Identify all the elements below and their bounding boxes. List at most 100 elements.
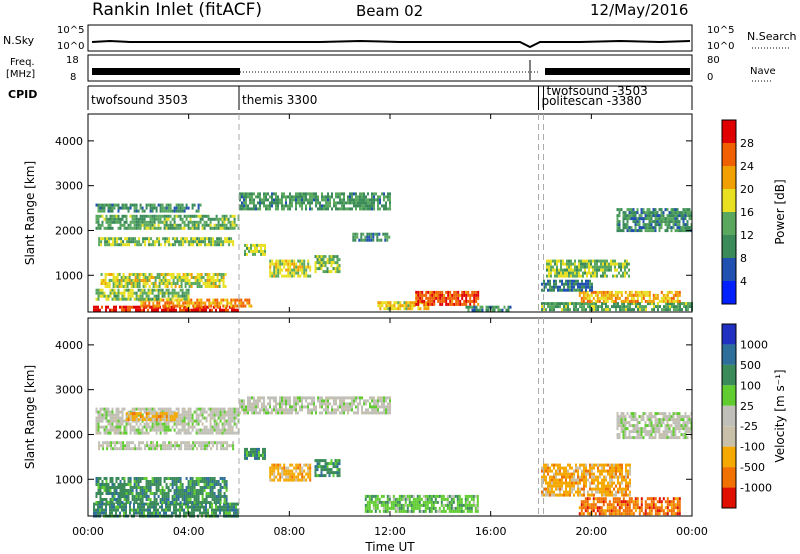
heatmap-cell	[318, 258, 321, 262]
heatmap-cell	[155, 206, 158, 210]
heatmap-cell	[135, 495, 138, 498]
heatmap-cell	[131, 495, 134, 498]
heatmap-cell	[217, 431, 220, 435]
heatmap-cell	[152, 304, 155, 308]
heatmap-cell	[352, 238, 355, 242]
heatmap-cell	[174, 285, 177, 288]
heatmap-cell	[231, 508, 233, 512]
heatmap-cell	[220, 444, 223, 448]
heatmap-cell	[114, 237, 117, 241]
heatmap-cell	[115, 416, 118, 420]
heatmap-cell	[339, 195, 341, 199]
heatmap-cell	[507, 305, 510, 309]
heatmap-cell	[117, 297, 120, 301]
heatmap-cell	[193, 480, 196, 483]
heatmap-cell	[301, 408, 303, 412]
heatmap-cell	[405, 304, 408, 308]
heatmap-cell	[164, 444, 167, 448]
heatmap-cell	[243, 204, 245, 208]
heatmap-cell	[127, 498, 130, 501]
heatmap-cell	[229, 407, 232, 411]
heatmap-cell	[269, 207, 271, 211]
heatmap-cell	[124, 276, 127, 279]
heatmap-cell	[218, 237, 221, 241]
heatmap-cell	[201, 226, 204, 230]
heatmap-cell	[283, 195, 285, 199]
heatmap-cell	[262, 249, 264, 253]
heatmap-cell	[171, 483, 174, 486]
heatmap-cell	[363, 411, 365, 415]
heatmap-cell	[592, 271, 594, 275]
heatmap-cell	[548, 265, 550, 269]
heatmap-cell	[277, 411, 279, 415]
heatmap-cell	[165, 508, 167, 512]
heatmap-cell	[166, 273, 169, 276]
heatmap-cell	[339, 411, 341, 415]
heatmap-cell	[301, 207, 303, 211]
heatmap-cell	[239, 399, 241, 403]
heatmap-cell	[190, 276, 193, 279]
noise-tick-right-top: 10^5	[707, 25, 734, 36]
heatmap-cell	[291, 478, 294, 482]
heatmap-cell	[425, 293, 428, 297]
heatmap-cell	[187, 486, 190, 489]
heatmap-cell	[244, 298, 247, 302]
heatmap-cell	[205, 498, 208, 501]
heatmap-cell	[670, 208, 673, 212]
heatmap-cell	[187, 431, 190, 435]
heatmap-cell	[167, 508, 169, 512]
heatmap-cell	[151, 226, 154, 230]
heatmap-cell	[493, 305, 496, 309]
heatmap-cell	[316, 462, 319, 466]
heatmap-cell	[227, 416, 230, 420]
heatmap-cell	[314, 468, 317, 472]
heatmap-cell	[145, 291, 148, 295]
heatmap-cell	[662, 211, 665, 215]
heatmap-cell	[119, 483, 122, 486]
heatmap-cell	[297, 201, 299, 205]
heatmap-cell	[135, 412, 138, 416]
heatmap-cell	[595, 305, 597, 309]
heatmap-cell	[237, 502, 239, 506]
heatmap-cell	[297, 475, 300, 479]
heatmap-cell	[565, 308, 567, 312]
heatmap-cell	[181, 206, 184, 210]
heatmap-cell	[586, 299, 589, 303]
heatmap-cell	[220, 243, 223, 247]
heatmap-cell	[642, 217, 645, 221]
heatmap-cell	[118, 285, 121, 288]
heatmap-cell	[225, 486, 228, 489]
heatmap-cell	[217, 220, 220, 224]
heatmap-cell	[331, 411, 333, 415]
heatmap-cell	[383, 195, 385, 199]
heatmap-cell	[598, 265, 600, 269]
heatmap-cell	[622, 211, 625, 215]
heatmap-cell	[338, 474, 341, 478]
heatmap-cell	[260, 249, 262, 253]
heatmap-cell	[289, 271, 292, 275]
heatmap-cell	[622, 220, 625, 224]
heatmap-cell	[136, 276, 139, 279]
heatmap-cell	[563, 282, 565, 286]
heatmap-cell	[197, 498, 200, 501]
heatmap-cell	[128, 282, 131, 285]
heatmap-cell	[674, 217, 677, 221]
heatmap-cell	[389, 192, 391, 196]
heatmap-cell	[564, 262, 566, 266]
heatmap-cell	[97, 203, 100, 207]
heatmap-cell	[561, 308, 563, 312]
heatmap-cell	[181, 505, 183, 509]
heatmap-cell	[108, 444, 111, 448]
heatmap-cell	[230, 240, 233, 244]
heatmap-cell	[563, 285, 565, 289]
heatmap-cell	[657, 305, 659, 309]
heatmap-cell	[205, 428, 208, 432]
heatmap-cell	[600, 262, 602, 266]
heatmap-cell	[385, 204, 387, 208]
heatmap-cell	[111, 498, 114, 501]
heatmap-cell	[343, 195, 345, 199]
heatmap-cell	[220, 301, 223, 305]
heatmap-cell	[357, 411, 359, 415]
heatmap-cell	[210, 240, 213, 244]
